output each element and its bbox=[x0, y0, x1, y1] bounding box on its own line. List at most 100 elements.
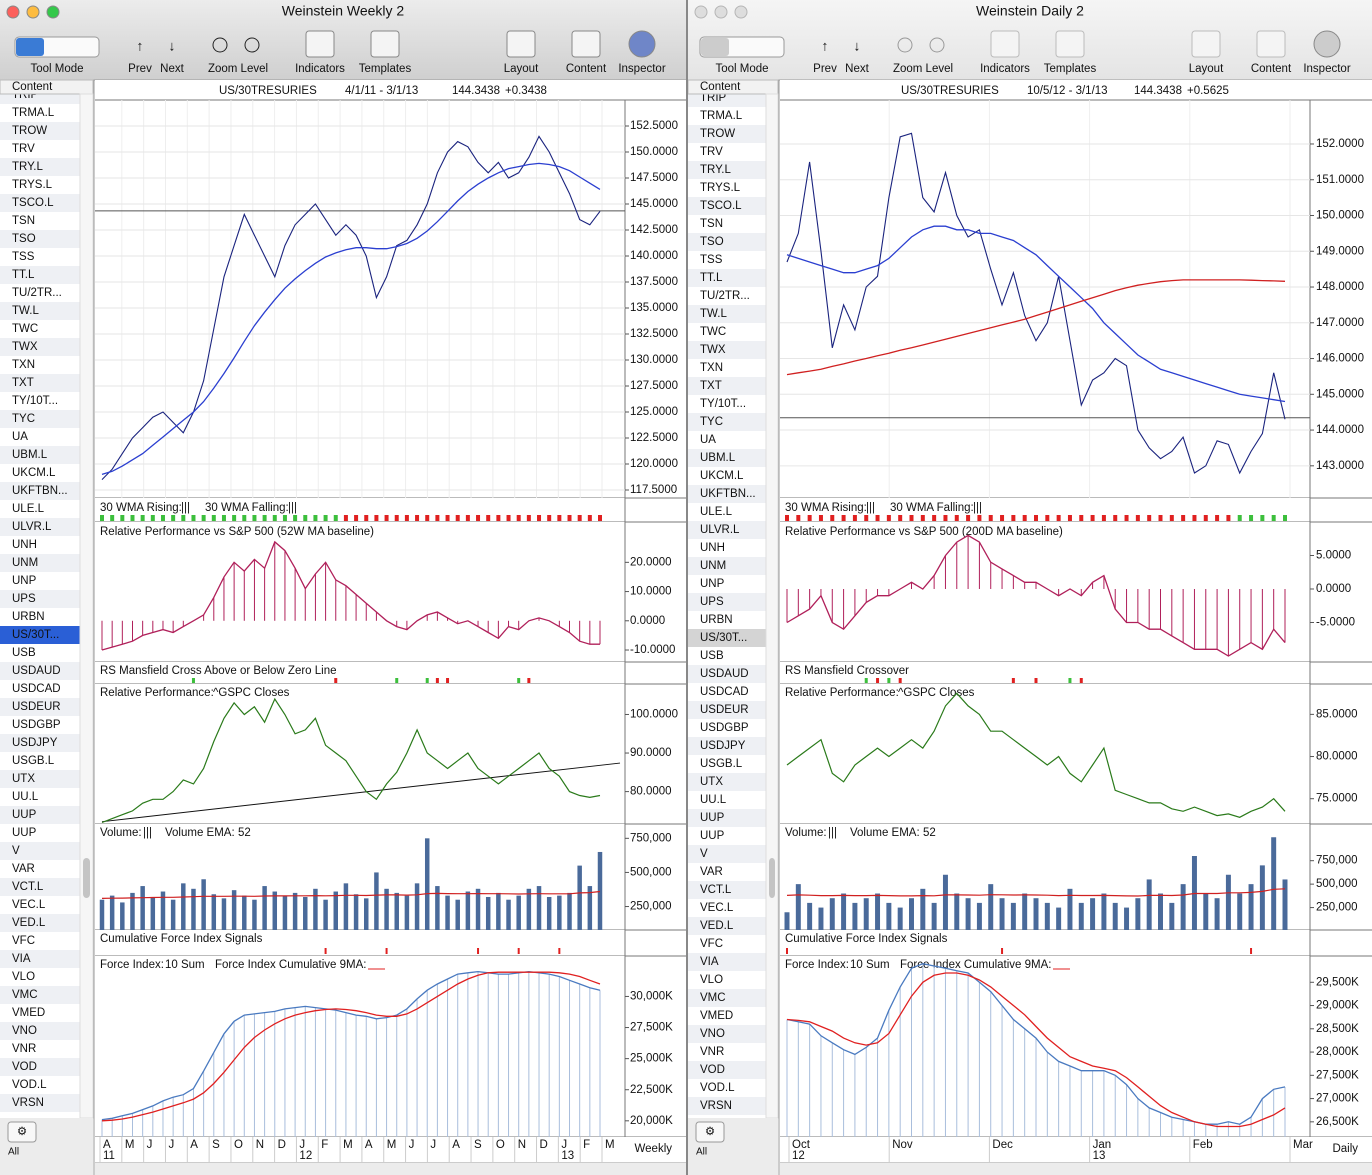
symbol-row[interactable] bbox=[688, 935, 766, 953]
symbol-name[interactable]: TSO bbox=[12, 233, 36, 245]
symbol-name[interactable]: UPS bbox=[12, 593, 36, 605]
toolbar-label[interactable]: Next bbox=[160, 63, 184, 75]
symbol-name[interactable]: VEC.L bbox=[12, 899, 46, 911]
symbol-name[interactable]: TWX bbox=[700, 344, 726, 356]
symbol-name[interactable]: TRY.L bbox=[700, 164, 732, 176]
symbol-name[interactable]: UU.L bbox=[12, 791, 39, 803]
symbol-name[interactable]: TRV bbox=[700, 146, 723, 158]
symbol-row[interactable] bbox=[688, 1097, 766, 1115]
symbol-name[interactable]: TRMA.L bbox=[12, 107, 55, 119]
window-button[interactable] bbox=[6, 5, 20, 19]
symbol-row[interactable] bbox=[0, 320, 80, 338]
symbol-name[interactable]: TT.L bbox=[700, 272, 723, 284]
symbol-row[interactable] bbox=[0, 770, 80, 788]
window-button[interactable] bbox=[26, 5, 40, 19]
symbol-row[interactable] bbox=[688, 629, 766, 647]
symbol-row[interactable] bbox=[0, 212, 80, 230]
symbol-name[interactable]: TSCO.L bbox=[12, 197, 54, 209]
window-button[interactable] bbox=[46, 5, 60, 19]
inspector-icon[interactable] bbox=[1313, 30, 1341, 58]
scroll-thumb[interactable] bbox=[769, 858, 775, 898]
symbol-name[interactable]: UNH bbox=[700, 542, 725, 554]
symbol-row[interactable] bbox=[688, 1043, 766, 1061]
symbol-name[interactable]: VIA bbox=[700, 956, 719, 968]
symbol-row[interactable] bbox=[0, 518, 80, 536]
symbol-name[interactable]: TSN bbox=[12, 215, 35, 227]
symbol-name[interactable]: TSN bbox=[700, 218, 723, 230]
symbol-row[interactable] bbox=[0, 428, 80, 446]
symbol-row[interactable] bbox=[688, 863, 766, 881]
symbol-name[interactable]: UUP bbox=[12, 809, 37, 821]
symbol-name[interactable]: UTX bbox=[700, 776, 723, 788]
symbol-row[interactable] bbox=[0, 914, 80, 932]
symbol-name[interactable]: TSS bbox=[700, 254, 723, 266]
gear-button[interactable] bbox=[7, 1121, 37, 1143]
symbol-name[interactable]: TRV bbox=[12, 143, 35, 155]
symbol-name[interactable]: TWC bbox=[12, 323, 38, 335]
toolbar-label[interactable]: Content bbox=[566, 63, 607, 75]
symbol-row[interactable] bbox=[0, 86, 80, 104]
symbol-name[interactable]: USDGBP bbox=[700, 722, 749, 734]
scroll-thumb[interactable] bbox=[83, 858, 90, 898]
toolbar-icon[interactable] bbox=[1256, 30, 1286, 58]
symbol-name[interactable]: VRSN bbox=[700, 1100, 732, 1112]
symbol-row[interactable] bbox=[688, 467, 766, 485]
symbol-name[interactable]: UTX bbox=[12, 773, 35, 785]
symbol-row[interactable] bbox=[0, 176, 80, 194]
symbol-row[interactable] bbox=[688, 917, 766, 935]
symbol-row[interactable] bbox=[688, 809, 766, 827]
symbol-name[interactable]: VRSN bbox=[12, 1097, 44, 1109]
symbol-row[interactable] bbox=[0, 644, 80, 662]
symbol-name[interactable]: ULVR.L bbox=[700, 524, 740, 536]
symbol-name[interactable]: URBN bbox=[700, 614, 733, 626]
toolbar-icon[interactable] bbox=[370, 30, 400, 58]
symbol-row[interactable] bbox=[0, 932, 80, 950]
symbol-row[interactable] bbox=[0, 122, 80, 140]
symbol-row[interactable] bbox=[688, 107, 766, 125]
symbol-name[interactable]: TRIP bbox=[700, 92, 727, 104]
symbol-name[interactable]: TRMA.L bbox=[700, 110, 743, 122]
toolbar-label[interactable]: Next bbox=[845, 63, 869, 75]
symbol-row[interactable] bbox=[688, 305, 766, 323]
symbol-row[interactable] bbox=[0, 482, 80, 500]
zoom-icon[interactable] bbox=[244, 37, 260, 53]
zoom-icon[interactable] bbox=[929, 37, 945, 53]
symbol-row[interactable] bbox=[0, 824, 80, 842]
symbol-row[interactable] bbox=[0, 1076, 80, 1094]
symbol-row[interactable] bbox=[0, 734, 80, 752]
symbol-name[interactable]: UUP bbox=[700, 830, 725, 842]
symbol-row[interactable] bbox=[688, 377, 766, 395]
symbol-row[interactable] bbox=[0, 1040, 80, 1058]
symbol-row[interactable] bbox=[0, 1094, 80, 1112]
symbol-name[interactable]: TXN bbox=[12, 359, 35, 371]
symbol-row[interactable] bbox=[0, 410, 80, 428]
symbol-name[interactable]: UPS bbox=[700, 596, 724, 608]
symbol-name[interactable]: VOD bbox=[12, 1061, 37, 1073]
symbol-row[interactable] bbox=[688, 791, 766, 809]
symbol-name[interactable]: VNO bbox=[12, 1025, 37, 1037]
toolbar-label[interactable]: Templates bbox=[1044, 63, 1097, 75]
toolbar-icon[interactable] bbox=[1055, 30, 1085, 58]
toolbar-icon[interactable] bbox=[1191, 30, 1221, 58]
symbol-name[interactable]: VOD.L bbox=[700, 1082, 735, 1094]
window-button[interactable] bbox=[694, 5, 708, 19]
symbol-name[interactable]: VMC bbox=[12, 989, 38, 1001]
symbol-row[interactable] bbox=[0, 1058, 80, 1076]
symbol-row[interactable] bbox=[688, 125, 766, 143]
symbol-row[interactable] bbox=[688, 89, 766, 107]
symbol-name[interactable]: TYC bbox=[700, 416, 723, 428]
toolbar-label[interactable]: Zoom Level bbox=[208, 63, 268, 75]
zoom-icon[interactable] bbox=[897, 37, 913, 53]
symbol-row[interactable] bbox=[688, 593, 766, 611]
symbol-row[interactable] bbox=[0, 194, 80, 212]
symbol-name[interactable]: UKCM.L bbox=[12, 467, 56, 479]
symbol-row[interactable] bbox=[688, 557, 766, 575]
toolbar-label[interactable]: Indicators bbox=[295, 63, 345, 75]
symbol-row[interactable] bbox=[688, 1007, 766, 1025]
symbol-row[interactable] bbox=[688, 827, 766, 845]
symbol-row[interactable] bbox=[688, 755, 766, 773]
symbol-name[interactable]: USDCAD bbox=[700, 686, 749, 698]
symbol-name[interactable]: VLO bbox=[12, 971, 35, 983]
symbol-name[interactable]: TW.L bbox=[700, 308, 727, 320]
symbol-row[interactable] bbox=[0, 284, 80, 302]
